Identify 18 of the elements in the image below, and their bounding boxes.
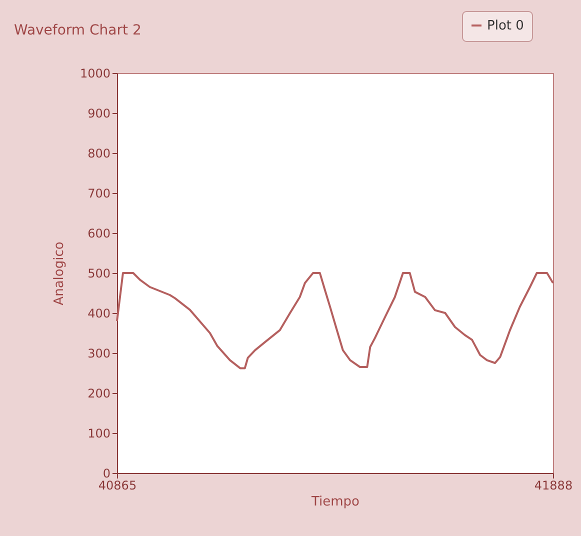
y-tick-label: 1000 [80, 66, 110, 80]
y-tick-label: 600 [88, 226, 110, 240]
chart-title: Waveform Chart 2 [14, 22, 142, 38]
y-axis-title: Analogico [52, 242, 67, 306]
y-tick-label: 0 [102, 466, 110, 480]
legend-label: Plot 0 [487, 18, 524, 34]
y-tick-label: 500 [88, 266, 110, 280]
x-axis-title: Tiempo [310, 494, 360, 510]
x-tick-label: 40865 [98, 478, 137, 492]
y-tick-label: 100 [88, 426, 110, 440]
y-tick-label: 400 [88, 306, 110, 320]
y-tick-label: 300 [88, 346, 110, 360]
y-tick-label: 900 [88, 106, 110, 120]
y-tick-label: 700 [88, 186, 110, 200]
line-series [116, 272, 554, 370]
x-tick-label: 41888 [534, 478, 573, 492]
y-tick-label: 800 [88, 146, 110, 160]
y-tick-label: 200 [88, 386, 110, 400]
